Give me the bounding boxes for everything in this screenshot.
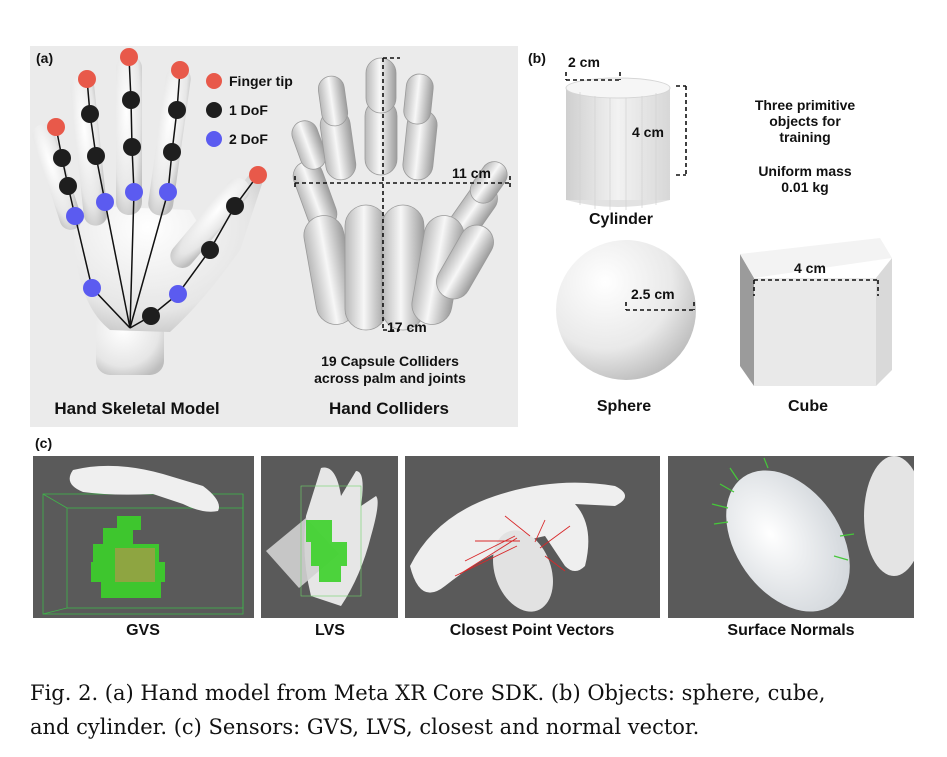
collider-dimensions	[294, 57, 511, 331]
two-dof-joint	[159, 183, 177, 201]
figure-caption: Fig. 2. (a) Hand model from Meta XR Core…	[30, 676, 930, 744]
objects-info-line2: objects for	[769, 113, 841, 129]
one-dof-joint	[122, 91, 140, 109]
sphere-dimensions	[625, 302, 695, 311]
cylinder-diameter-label: 2 cm	[568, 54, 600, 70]
normal-vectors	[711, 457, 855, 561]
legend-two-dof-dot	[206, 131, 222, 147]
two-dof-joint	[169, 285, 187, 303]
caption-line-1: Fig. 2. (a) Hand model from Meta XR Core…	[30, 681, 826, 705]
one-dof-joint	[163, 143, 181, 161]
legend-fingertip-label: Finger tip	[229, 73, 293, 89]
skeleton-title: Hand Skeletal Model	[54, 399, 220, 418]
two-dof-joint	[125, 183, 143, 201]
one-dof-joint	[168, 101, 186, 119]
one-dof-joint	[201, 241, 219, 259]
surface-normals-render	[668, 456, 914, 618]
legend-fingertip-dot	[206, 73, 222, 89]
one-dof-joint	[226, 197, 244, 215]
collider-width-label: 11 cm	[452, 165, 491, 181]
hand-colliders	[291, 57, 508, 331]
closest-point-label: Closest Point Vectors	[449, 622, 615, 639]
mass-line2: 0.01 kg	[781, 179, 829, 195]
colliders-title: Hand Colliders	[329, 399, 449, 418]
cube-size-label: 4 cm	[794, 260, 826, 276]
closest-point-render	[405, 456, 660, 618]
gvs-render	[33, 456, 254, 618]
legend-one-dof-label: 1 DoF	[229, 102, 268, 118]
panel-a-tag: (a)	[36, 50, 54, 66]
caption-line-2: and cylinder. (c) Sensors: GVS, LVS, clo…	[30, 715, 700, 739]
cylinder-dimensions	[565, 72, 687, 176]
objects-info-line3: training	[779, 129, 831, 145]
lvs-render	[261, 456, 398, 618]
cylinder-shape	[565, 77, 671, 210]
one-dof-joint	[87, 147, 105, 165]
one-dof-joint	[81, 105, 99, 123]
mass-line1: Uniform mass	[758, 163, 852, 179]
lvs-voxels	[306, 520, 347, 582]
skeleton-joints	[47, 48, 267, 325]
one-dof-joint	[59, 177, 77, 195]
two-dof-joint	[83, 279, 101, 297]
colliders-caption-line1: 19 Capsule Colliders	[321, 353, 459, 369]
joint-legend	[206, 73, 222, 147]
legend-one-dof-dot	[206, 102, 222, 118]
fingertip-joint	[78, 70, 96, 88]
cylinder-label: Cylinder	[588, 211, 654, 228]
lvs-label: LVS	[315, 622, 345, 639]
gvs-label: GVS	[126, 622, 160, 639]
fingertip-joint	[249, 166, 267, 184]
sphere-label: Sphere	[596, 398, 652, 415]
two-dof-joint	[96, 193, 114, 211]
collider-length-label: 17 cm	[387, 319, 427, 335]
panel-c-tag: (c)	[35, 435, 53, 451]
cube-dimensions	[753, 279, 879, 296]
closest-vectors	[454, 515, 571, 577]
cylinder-height-label: 4 cm	[632, 124, 664, 140]
panel-b-tag: (b)	[528, 50, 546, 66]
one-dof-joint	[53, 149, 71, 167]
sphere-radius-label: 2.5 cm	[631, 286, 675, 302]
fingertip-joint	[120, 48, 138, 66]
fingertip-joint	[171, 61, 189, 79]
colliders-caption-line2: across palm and joints	[314, 370, 466, 386]
fingertip-joint	[47, 118, 65, 136]
one-dof-joint	[123, 138, 141, 156]
surface-normals-label: Surface Normals	[727, 622, 855, 639]
cube-shape	[740, 238, 892, 386]
one-dof-joint	[142, 307, 160, 325]
cube-label: Cube	[788, 398, 828, 415]
objects-info-line1: Three primitive	[754, 97, 856, 113]
legend-two-dof-label: 2 DoF	[229, 131, 268, 147]
two-dof-joint	[66, 207, 84, 225]
